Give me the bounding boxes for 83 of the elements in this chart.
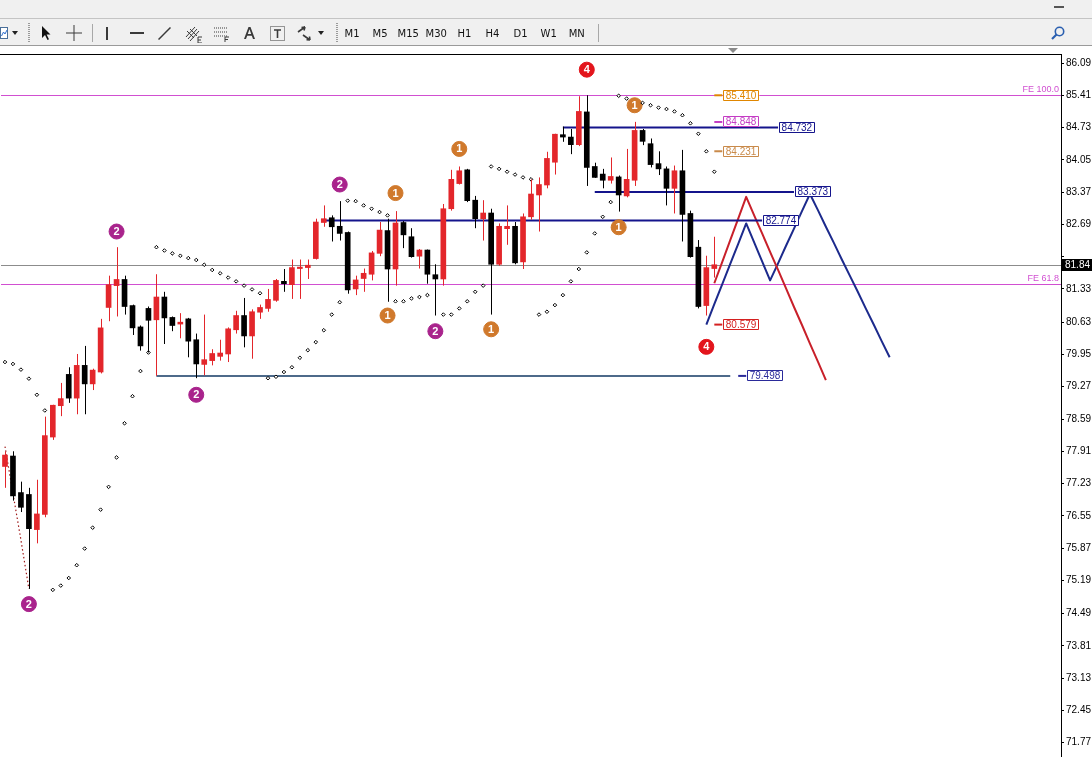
series-label: 2 <box>193 388 200 401</box>
data-label: 85.410 <box>725 89 757 101</box>
candlestick <box>480 199 487 242</box>
candlestick <box>57 382 64 417</box>
text: 2 <box>432 324 439 337</box>
candlestick <box>113 246 120 317</box>
y-tick-label: 84.05 <box>1066 153 1092 165</box>
text: 1 <box>615 220 622 233</box>
candlestick <box>504 204 510 246</box>
y-tick-label: 74.49 <box>1066 607 1092 619</box>
ref-line-label: 81.84 <box>1065 258 1091 270</box>
text: 1 <box>488 322 495 335</box>
y-tick-label: 75.19 <box>1066 574 1092 586</box>
data-label: 79.498 <box>749 369 781 381</box>
y-tick-label: 75.87 <box>1066 541 1092 553</box>
y-tick-label: 72.45 <box>1066 704 1092 716</box>
y-tick-label: 73.13 <box>1066 671 1092 683</box>
candlestick <box>34 479 40 544</box>
data-label: 84.732 <box>781 121 813 133</box>
data-label: 80.579 <box>725 318 757 330</box>
candlestick <box>289 259 295 300</box>
candlestick <box>336 200 343 242</box>
text: 2 <box>336 178 343 191</box>
text: 1 <box>392 186 399 199</box>
text: 1 <box>384 309 391 322</box>
candlestick <box>472 195 479 229</box>
y-tick-label: 82.69 <box>1066 218 1092 230</box>
candlestick <box>360 268 367 293</box>
text: 4 <box>703 340 710 353</box>
y-tick-label: 79.27 <box>1066 380 1092 392</box>
candlestick <box>297 259 303 300</box>
text: 2 <box>25 597 32 610</box>
candlestick <box>655 150 662 176</box>
candlestick <box>416 248 423 270</box>
candlestick <box>408 227 415 259</box>
text: 2 <box>113 225 120 238</box>
toolbar: M1 M5 M15 M30 H1 H4 D1 W1 MN <box>0 0 1092 46</box>
data-label: 82.774 <box>765 214 797 226</box>
candlestick <box>711 236 718 279</box>
candlestick <box>217 339 223 362</box>
candlestick <box>81 345 88 415</box>
y-tick-label: 86.09 <box>1066 56 1092 68</box>
y-tick-label: 78.59 <box>1066 412 1092 424</box>
candlestick <box>185 317 192 358</box>
series-label: 4 <box>583 63 591 76</box>
y-tick-label: 71.77 <box>1066 736 1092 748</box>
y-tick-label: 83.37 <box>1066 185 1092 197</box>
candlestick <box>233 310 239 335</box>
candlestick <box>2 451 8 489</box>
candlestick <box>201 314 208 376</box>
candlestick <box>18 481 24 513</box>
candlestick <box>241 297 247 348</box>
candlestick <box>328 214 335 242</box>
y-tick-label: 73.81 <box>1066 639 1092 651</box>
candlestick <box>671 165 678 214</box>
y-tick-label: 84.73 <box>1066 121 1092 133</box>
candlestick <box>281 268 287 293</box>
candlestick <box>536 176 542 233</box>
y-tick-label: 77.23 <box>1066 477 1092 489</box>
y-tick-label: 79.95 <box>1066 348 1092 360</box>
candlestick <box>305 259 311 280</box>
data-label: 83.373 <box>797 185 829 197</box>
series-label: 1 <box>631 98 638 111</box>
candlestick <box>456 165 463 186</box>
candlestick <box>105 275 112 322</box>
candlestick <box>273 278 279 303</box>
y-tick-label: 85.41 <box>1066 89 1092 101</box>
annotation: FE 61.8 <box>1027 273 1059 284</box>
candlestick <box>528 178 534 221</box>
y-tick-label: 81.33 <box>1066 282 1092 294</box>
data-label: 84.231 <box>725 145 757 157</box>
candlestick <box>568 128 574 155</box>
y-tick-label: 77.91 <box>1066 445 1092 457</box>
y-tick-label: 80.63 <box>1066 315 1092 327</box>
text: 1 <box>456 142 463 155</box>
candlestick <box>647 137 654 168</box>
candlestick <box>599 168 606 189</box>
candlestick <box>607 156 614 185</box>
y-tick-label: 76.55 <box>1066 509 1092 521</box>
annotation: FE 100.0 <box>1022 84 1059 95</box>
candlestick <box>265 288 271 313</box>
data-label: 84.848 <box>725 115 757 127</box>
candlestick <box>320 204 327 228</box>
